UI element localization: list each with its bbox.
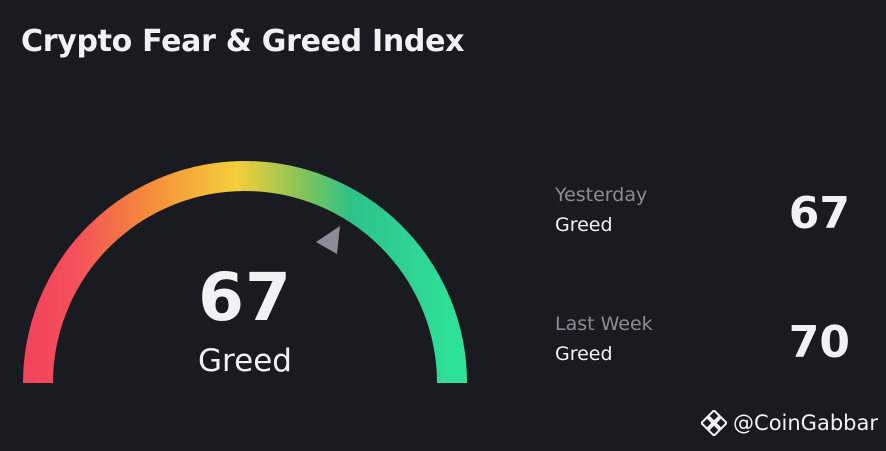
- watermark: @CoinGabbar: [701, 410, 878, 436]
- last-week-label: Last Week: [555, 313, 653, 335]
- index-value: 67: [198, 259, 292, 336]
- gauge-pointer: [316, 226, 340, 254]
- index-sentiment-label: Greed: [198, 343, 292, 379]
- gauge-arc: [23, 161, 467, 384]
- last-week-sentiment: Greed: [555, 343, 613, 365]
- yesterday-value: 67: [788, 188, 850, 239]
- binance-square-icon: [701, 410, 728, 436]
- watermark-text: @CoinGabbar: [733, 411, 878, 435]
- yesterday-label: Yesterday: [555, 184, 648, 206]
- yesterday-sentiment: Greed: [555, 214, 613, 236]
- page-title: Crypto Fear & Greed Index: [21, 24, 465, 59]
- last-week-value: 70: [788, 317, 850, 368]
